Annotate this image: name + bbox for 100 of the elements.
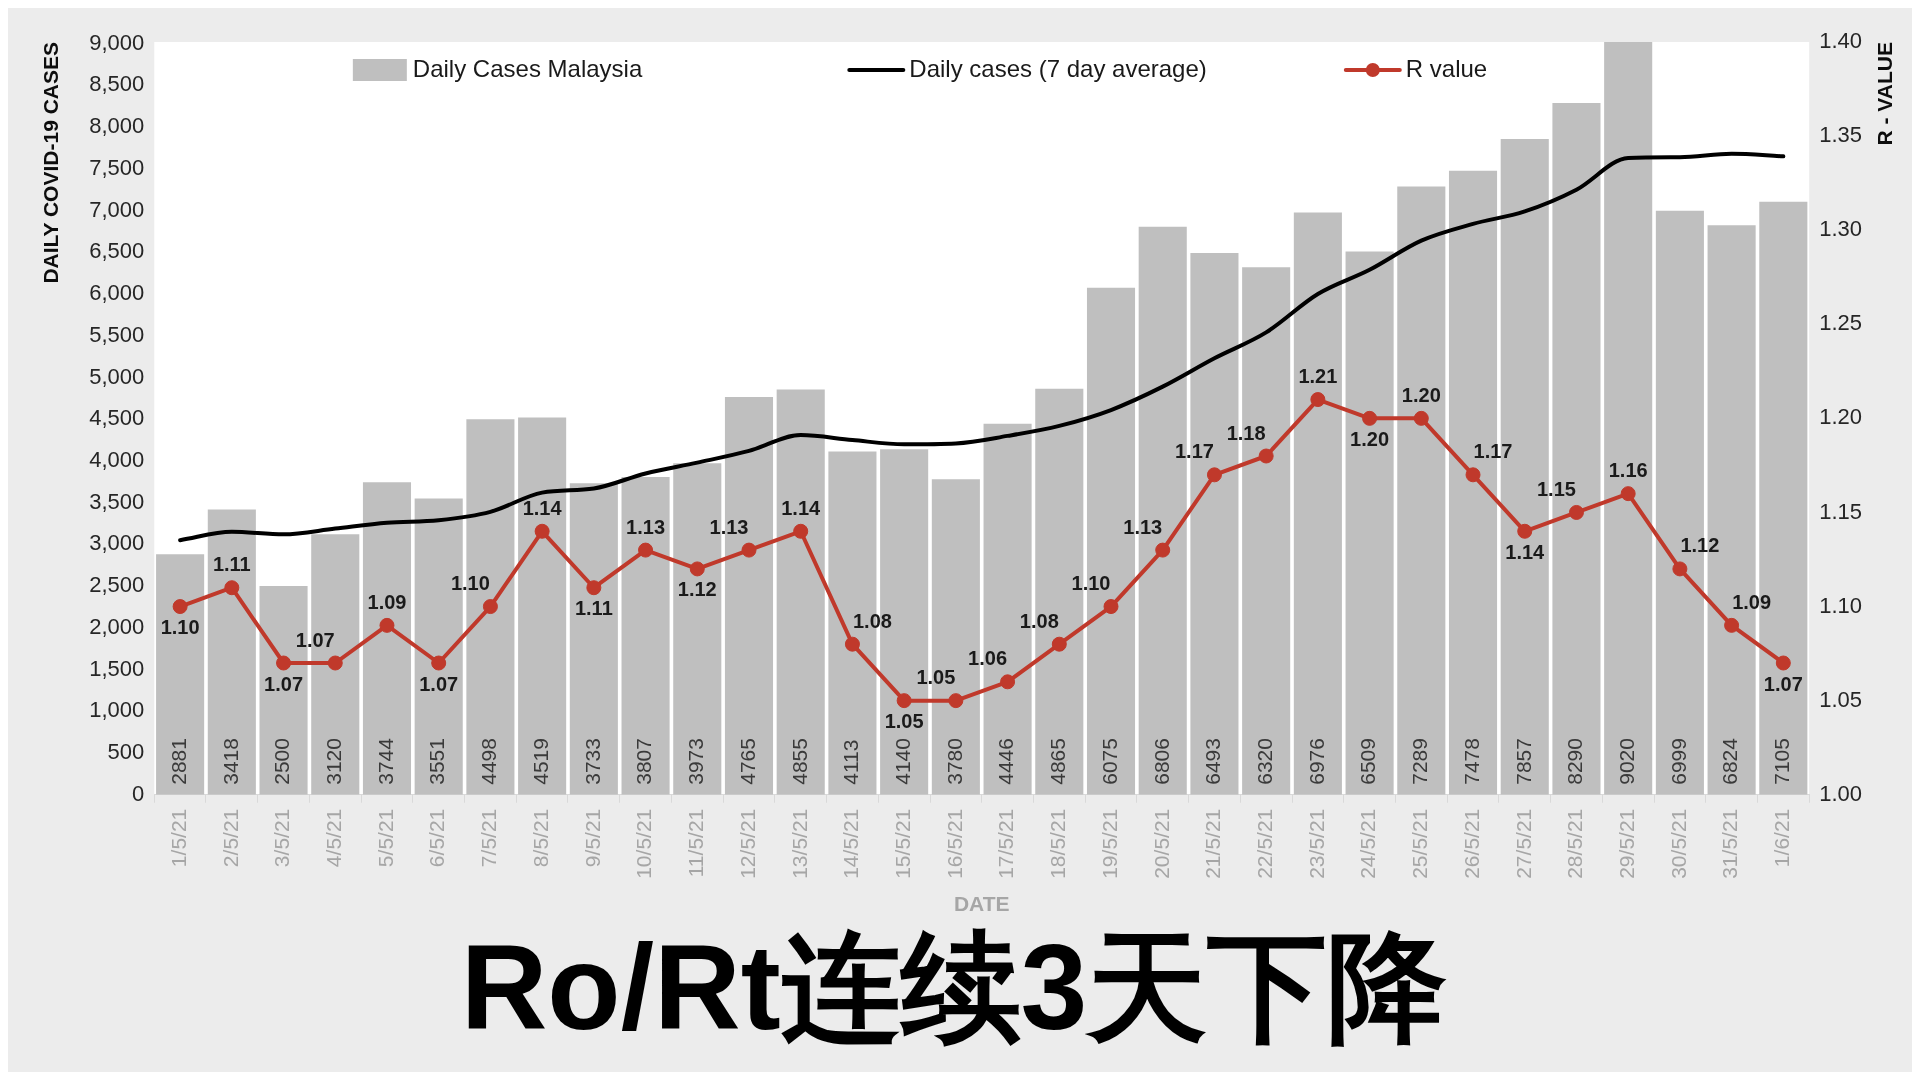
- y-tick-label: 0: [132, 780, 145, 806]
- y2-tick-label: 1.25: [1819, 310, 1863, 336]
- point: [1000, 674, 1016, 690]
- data-label: 1.15: [1536, 477, 1576, 500]
- data-label: 3551: [425, 738, 449, 785]
- data-label: 1.11: [212, 553, 251, 576]
- data-label: 4855: [787, 738, 811, 785]
- data-label: 1.09: [1732, 590, 1772, 613]
- point: [1724, 617, 1740, 633]
- data-label: 4865: [1046, 738, 1070, 785]
- data-label: 6320: [1252, 738, 1276, 785]
- y-tick-label: 8,000: [89, 113, 145, 139]
- data-label: 1.14: [522, 496, 563, 519]
- data-label: 3120: [322, 738, 346, 785]
- bar: [1604, 42, 1653, 795]
- data-label: 3733: [580, 738, 604, 785]
- x-tick-label: 2/5/21: [218, 808, 242, 868]
- x-tick-label: 31/5/21: [1718, 808, 1742, 879]
- data-label: 7289: [1408, 738, 1432, 785]
- point: [327, 655, 343, 671]
- y2-tick-label: 1.30: [1819, 216, 1863, 242]
- x-tick-label: 6/5/21: [425, 808, 449, 868]
- data-label: 4446: [994, 738, 1018, 785]
- data-label: 1.07: [295, 628, 335, 651]
- data-label: 1.08: [852, 609, 892, 632]
- data-label: 1.12: [1680, 534, 1720, 557]
- y-tick-label: 2,500: [89, 572, 145, 598]
- x-tick-label: 28/5/21: [1563, 808, 1587, 879]
- point: [1103, 599, 1119, 615]
- data-label: 2881: [166, 738, 190, 785]
- x-tick-label: 7/5/21: [477, 808, 501, 868]
- data-label: 1.13: [626, 515, 666, 538]
- data-label: 4113: [839, 739, 863, 785]
- x-tick-label: 29/5/21: [1614, 808, 1638, 879]
- data-label: 6976: [1304, 738, 1328, 785]
- data-label: 1.05: [916, 666, 956, 689]
- y-tick-label: 7,000: [89, 196, 145, 222]
- data-label: 1.08: [1019, 609, 1059, 632]
- x-tick-label: 13/5/21: [787, 808, 811, 879]
- point: [1413, 410, 1429, 426]
- x-tick-label: 11/5/21: [684, 808, 708, 878]
- point: [1620, 486, 1636, 502]
- point: [586, 580, 602, 596]
- y-tick-label: 5,000: [89, 363, 145, 389]
- point: [638, 542, 654, 558]
- x-tick-label: 24/5/21: [1356, 808, 1380, 879]
- x-tick-label: 8/5/21: [528, 808, 552, 868]
- data-label: 1.10: [160, 616, 200, 639]
- bar: [207, 509, 256, 795]
- x-tick-label: 18/5/21: [1046, 808, 1070, 879]
- data-label: 4765: [735, 738, 759, 785]
- data-label: 1.20: [1401, 383, 1441, 406]
- data-label: 1.17: [1174, 440, 1214, 463]
- data-label: 1.05: [884, 710, 924, 733]
- data-label: 7478: [1459, 738, 1483, 785]
- data-label: 4519: [528, 738, 552, 785]
- data-label: 1.06: [968, 647, 1008, 670]
- point: [1568, 504, 1584, 520]
- bar: [569, 483, 618, 795]
- point: [1517, 523, 1533, 539]
- bar: [1345, 251, 1394, 795]
- y-tick-label: 1,000: [89, 697, 145, 723]
- x-tick-label: 23/5/21: [1304, 808, 1328, 879]
- y-tick-label: 8,500: [89, 71, 145, 97]
- y-axis-title: DAILY COVID-19 CASES: [39, 42, 63, 284]
- y-tick-label: 2,000: [89, 613, 145, 639]
- x-tick-label: 17/5/21: [994, 808, 1018, 879]
- x-tick-label: 12/5/21: [735, 808, 759, 879]
- data-label: 1.14: [781, 496, 822, 519]
- x-tick-label: 4/5/21: [322, 808, 346, 868]
- bar: [1397, 186, 1446, 795]
- data-label: 6999: [1666, 738, 1690, 785]
- data-label: 6493: [1201, 738, 1225, 785]
- data-label: 7857: [1511, 738, 1535, 785]
- point: [431, 655, 447, 671]
- data-label: 1.16: [1608, 459, 1648, 482]
- data-label: 3780: [942, 738, 966, 785]
- y-tick-label: 5,500: [89, 321, 145, 347]
- data-label: 6509: [1356, 738, 1380, 785]
- point: [1465, 467, 1481, 483]
- point: [224, 580, 240, 596]
- data-label: 1.20: [1350, 427, 1390, 450]
- data-label: 1.13: [709, 515, 749, 538]
- data-label: 3973: [684, 738, 708, 785]
- point: [741, 542, 757, 558]
- point: [1310, 392, 1326, 408]
- point: [844, 636, 860, 652]
- x-tick-label: 15/5/21: [890, 808, 914, 879]
- y2-tick-label: 1.10: [1819, 592, 1863, 618]
- legend-label: Daily Cases Malaysia: [412, 54, 643, 82]
- data-label: 1.18: [1226, 421, 1266, 444]
- data-label: 2500: [270, 738, 294, 785]
- point: [1362, 410, 1378, 426]
- data-label: 1.07: [264, 672, 304, 695]
- legend-label: R value: [1405, 54, 1488, 82]
- y2-tick-label: 1.35: [1819, 122, 1863, 148]
- data-label: 4498: [477, 738, 501, 785]
- point: [1051, 636, 1067, 652]
- data-label: 6806: [1149, 738, 1173, 785]
- data-label: 8290: [1563, 738, 1587, 785]
